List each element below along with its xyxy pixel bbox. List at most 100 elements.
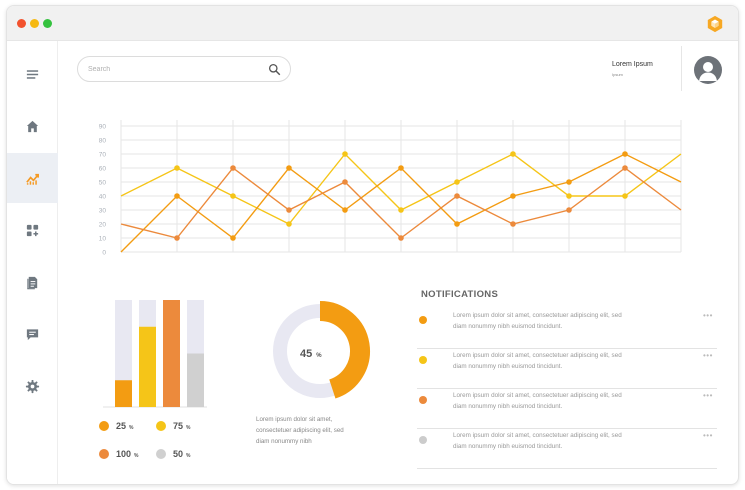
sidebar-item-home[interactable]: [7, 101, 58, 151]
more-options-icon[interactable]: •••: [703, 311, 713, 320]
apps-add-icon: [26, 224, 39, 236]
data-point: [342, 207, 348, 213]
bar: [187, 353, 204, 407]
bar-legend-item: 50 %: [156, 447, 190, 461]
data-point: [622, 193, 628, 199]
user-name: Lorem Ipsum: [612, 61, 653, 68]
data-point: [566, 207, 572, 213]
data-point: [622, 165, 628, 171]
user-icon: [699, 62, 717, 81]
data-point: [174, 235, 180, 241]
notification-dot: [419, 316, 427, 324]
data-point: [454, 221, 460, 227]
donut-value-label: 45 %: [300, 348, 322, 360]
notification-dot: [419, 436, 427, 444]
data-point: [230, 193, 236, 199]
sidebar-item-documents[interactable]: [7, 257, 58, 307]
data-point: [398, 165, 404, 171]
data-point: [398, 235, 404, 241]
notification-dot: [419, 396, 427, 404]
legend-value: 75: [173, 421, 184, 431]
message-icon: [26, 328, 39, 340]
data-point: [286, 165, 292, 171]
bar-legend-item: 100 %: [99, 447, 138, 461]
bar-legend-item: 25 %: [99, 419, 133, 433]
data-point: [174, 193, 180, 199]
donut-chart: [273, 301, 370, 399]
data-point: [510, 151, 516, 157]
title-bar: [7, 6, 738, 41]
notification-text: Lorem ipsum dolor sit amet, consectetuer…: [453, 432, 622, 450]
notification-text: Lorem ipsum dolor sit amet, consectetuer…: [453, 352, 622, 370]
close-window-button[interactable]: [17, 19, 26, 28]
sidebar-item-settings[interactable]: [7, 361, 58, 411]
header-divider: [681, 46, 682, 91]
data-point: [566, 193, 572, 199]
bar: [139, 326, 156, 407]
search-box: [77, 56, 291, 82]
bar: [115, 380, 132, 407]
y-tick-label: 70: [99, 152, 107, 159]
data-point: [454, 193, 460, 199]
legend-value: 50: [173, 449, 184, 459]
data-point: [174, 165, 180, 171]
notification-item[interactable]: Lorem ipsum dolor sit amet, consectetuer…: [417, 389, 717, 429]
bar-chart: [103, 300, 207, 408]
sidebar-item-analytics[interactable]: [7, 153, 58, 203]
data-point: [622, 151, 628, 157]
app-window: Lorem Ipsum Ipsum 0 10 20 30 40 50 60 70 80 90 25…: [6, 5, 739, 485]
data-point: [398, 207, 404, 213]
hexagon-cube-icon: [707, 15, 723, 33]
notification-text: Lorem ipsum dolor sit amet, consectetuer…: [453, 312, 622, 330]
legend-dot: [156, 449, 166, 459]
legend-dot: [99, 421, 109, 431]
sidebar-item-apps[interactable]: [7, 205, 58, 255]
search-icon[interactable]: [268, 63, 281, 76]
donut-value: 45: [300, 348, 313, 360]
sidebar: [7, 41, 58, 484]
legend-unit: %: [134, 452, 139, 459]
y-tick-label: 40: [99, 194, 107, 201]
legend-value: 100: [116, 449, 132, 459]
more-options-icon[interactable]: •••: [703, 351, 713, 360]
legend-dot: [99, 449, 109, 459]
notification-item[interactable]: Lorem ipsum dolor sit amet, consectetuer…: [417, 309, 717, 349]
menu-icon: [26, 69, 39, 79]
sidebar-item-menu[interactable]: [7, 49, 58, 99]
notification-dot: [419, 356, 427, 364]
y-tick-label: 20: [99, 222, 107, 229]
data-point: [454, 179, 460, 185]
y-tick-label: 90: [99, 124, 107, 131]
data-point: [230, 165, 236, 171]
notification-item[interactable]: Lorem ipsum dolor sit amet, consectetuer…: [417, 349, 717, 389]
line-chart: 0 10 20 30 40 50 60 70 80 90: [99, 120, 682, 257]
bar-legend-item: 75 %: [156, 419, 190, 433]
maximize-window-button[interactable]: [43, 19, 52, 28]
more-options-icon[interactable]: •••: [703, 391, 713, 400]
notification-item[interactable]: Lorem ipsum dolor sit amet, consectetuer…: [417, 429, 717, 469]
legend-unit: %: [186, 424, 191, 431]
minimize-window-button[interactable]: [30, 19, 39, 28]
donut-unit: %: [316, 352, 322, 359]
y-tick-label: 10: [99, 236, 107, 243]
data-point: [286, 221, 292, 227]
donut-segment: [319, 301, 370, 399]
notifications-title: NOTIFICATIONS: [421, 289, 499, 300]
legend-unit: %: [129, 424, 134, 431]
documents-icon: [27, 276, 38, 289]
y-tick-label: 0: [102, 250, 106, 257]
y-tick-label: 80: [99, 138, 107, 145]
y-tick-label: 30: [99, 208, 107, 215]
home-icon: [26, 120, 39, 132]
data-point: [510, 193, 516, 199]
avatar[interactable]: [694, 56, 722, 84]
y-tick-label: 60: [99, 166, 107, 173]
bar: [163, 300, 180, 407]
data-point: [286, 207, 292, 213]
search-input[interactable]: [88, 61, 258, 77]
more-options-icon[interactable]: •••: [703, 431, 713, 440]
settings-icon: [25, 379, 40, 393]
data-point: [510, 221, 516, 227]
sidebar-item-messages[interactable]: [7, 309, 58, 359]
data-point: [342, 151, 348, 157]
